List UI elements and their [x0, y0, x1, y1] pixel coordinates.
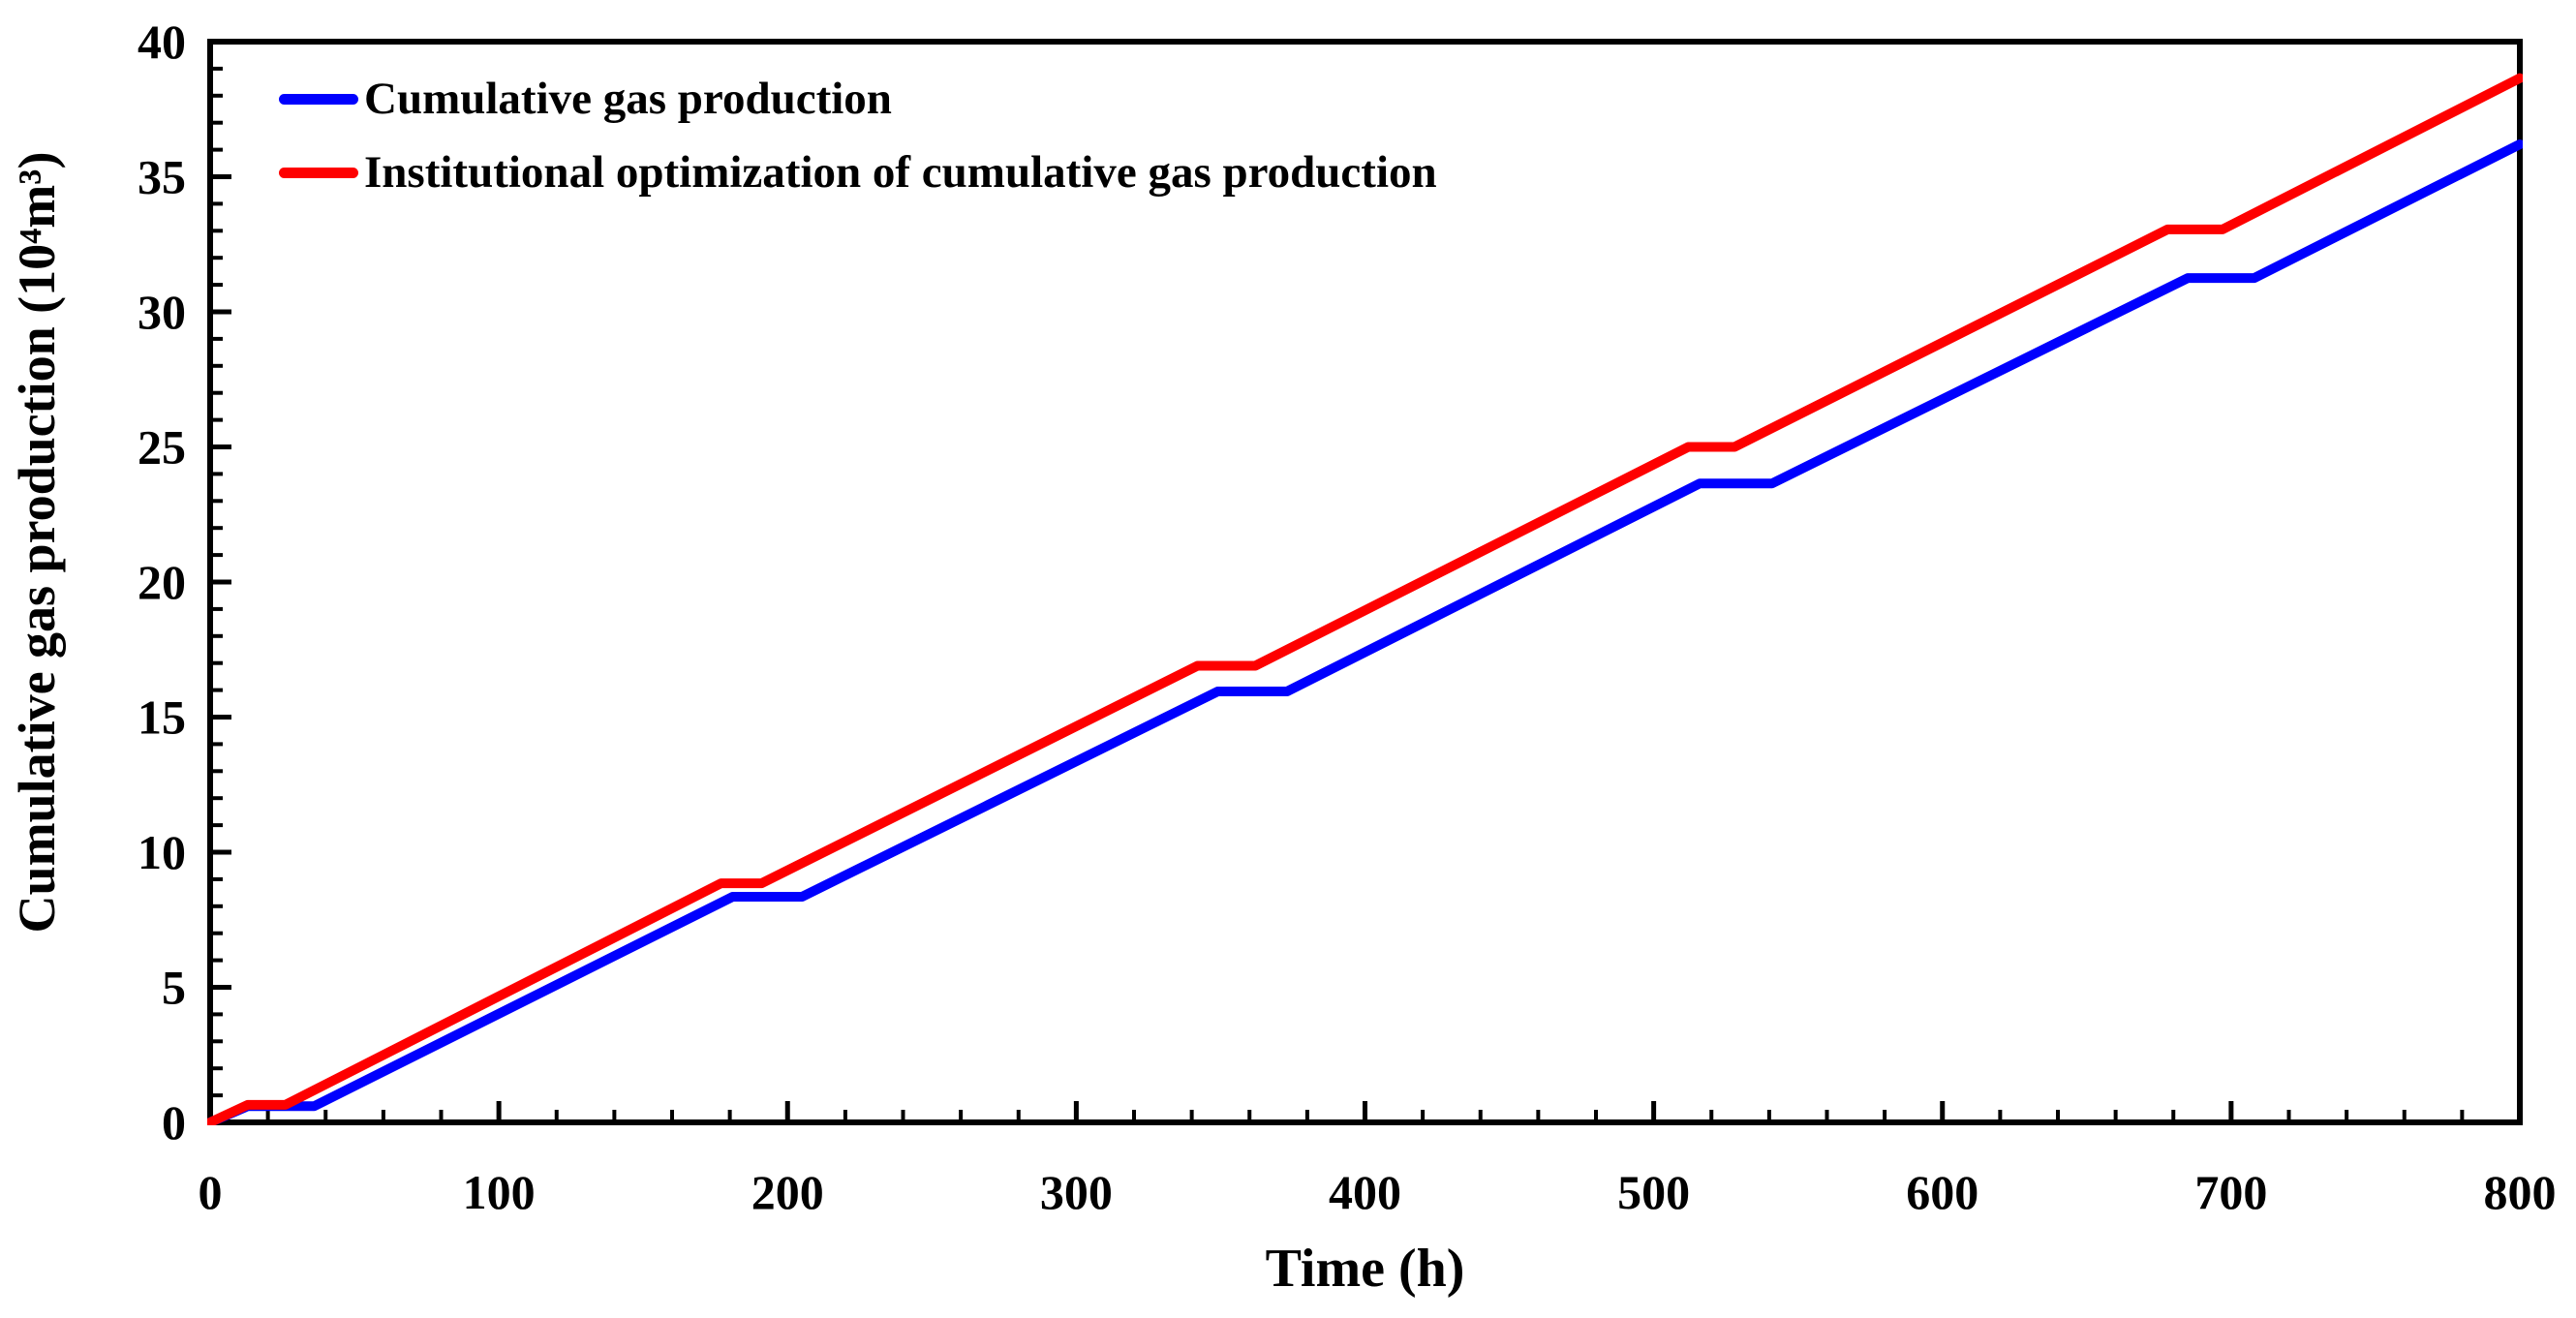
x-axis-tick-label: 0	[199, 1165, 223, 1219]
y-axis-tick-label: 10	[138, 825, 186, 879]
x-axis-tick-label: 100	[463, 1165, 536, 1219]
y-axis-tick-label: 40	[138, 15, 186, 69]
y-axis-tick-label: 30	[138, 285, 186, 339]
y-axis-tick-label: 25	[138, 420, 186, 475]
y-axis-tick-label: 35	[138, 150, 186, 204]
legend: Cumulative gas production Institutional …	[279, 62, 1437, 209]
legend-label-optimization: Institutional optimization of cumulative…	[364, 147, 1437, 198]
series-line-optimization	[207, 73, 2523, 1125]
x-axis-tick-label: 800	[2484, 1165, 2557, 1219]
x-axis-title: Time (h)	[1265, 1239, 1465, 1299]
legend-swatch-red-line	[279, 167, 358, 178]
y-axis-tick-label: 0	[162, 1095, 186, 1149]
y-axis-tick-label: 5	[162, 961, 186, 1015]
legend-item-optimization: Institutional optimization of cumulative…	[279, 136, 1437, 209]
x-axis-tick-label: 400	[1329, 1165, 1401, 1219]
plot-border	[207, 39, 2523, 1125]
y-axis-tick-label: 15	[138, 690, 186, 745]
legend-label-cumulative: Cumulative gas production	[364, 74, 892, 124]
y-axis-title: Cumulative gas production (10⁴m³)	[8, 151, 66, 934]
x-axis-tick-label: 200	[751, 1165, 824, 1219]
legend-item-cumulative: Cumulative gas production	[279, 62, 1437, 136]
series-line-cumulative	[207, 139, 2523, 1125]
x-axis-tick-label: 500	[1617, 1165, 1690, 1219]
legend-swatch-blue-line	[279, 93, 358, 105]
x-axis-tick-label: 700	[2194, 1165, 2267, 1219]
x-axis-tick-label: 600	[1906, 1165, 1978, 1219]
x-axis-tick-label: 300	[1040, 1165, 1113, 1219]
y-axis-tick-label: 20	[138, 555, 186, 609]
